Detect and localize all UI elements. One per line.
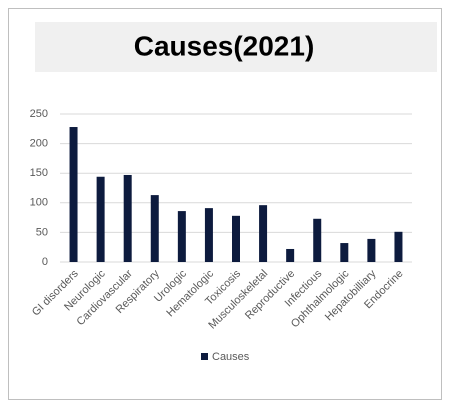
- y-tick-label: 50: [36, 226, 48, 238]
- bar: [313, 218, 322, 262]
- y-tick-label: 150: [30, 167, 48, 179]
- legend-label: Causes: [212, 351, 250, 363]
- chart-border: [8, 8, 442, 400]
- y-tick-label: 200: [30, 138, 48, 150]
- chart-title: Causes(2021): [134, 30, 315, 61]
- bar: [259, 205, 268, 262]
- y-tick-label: 0: [42, 256, 48, 268]
- bar: [232, 215, 240, 262]
- bar: [204, 208, 213, 262]
- bar: [367, 238, 376, 262]
- bar: [150, 195, 159, 262]
- bar: [123, 174, 132, 262]
- bar: [286, 248, 295, 262]
- bar: [394, 231, 403, 262]
- bar: [96, 176, 105, 262]
- y-tick-label: 250: [30, 108, 48, 120]
- y-tick-label: 100: [30, 197, 48, 209]
- bar: [177, 211, 186, 262]
- title-box: [35, 22, 437, 72]
- bar: [69, 127, 78, 262]
- bar: [340, 243, 349, 262]
- legend-swatch: [201, 353, 208, 360]
